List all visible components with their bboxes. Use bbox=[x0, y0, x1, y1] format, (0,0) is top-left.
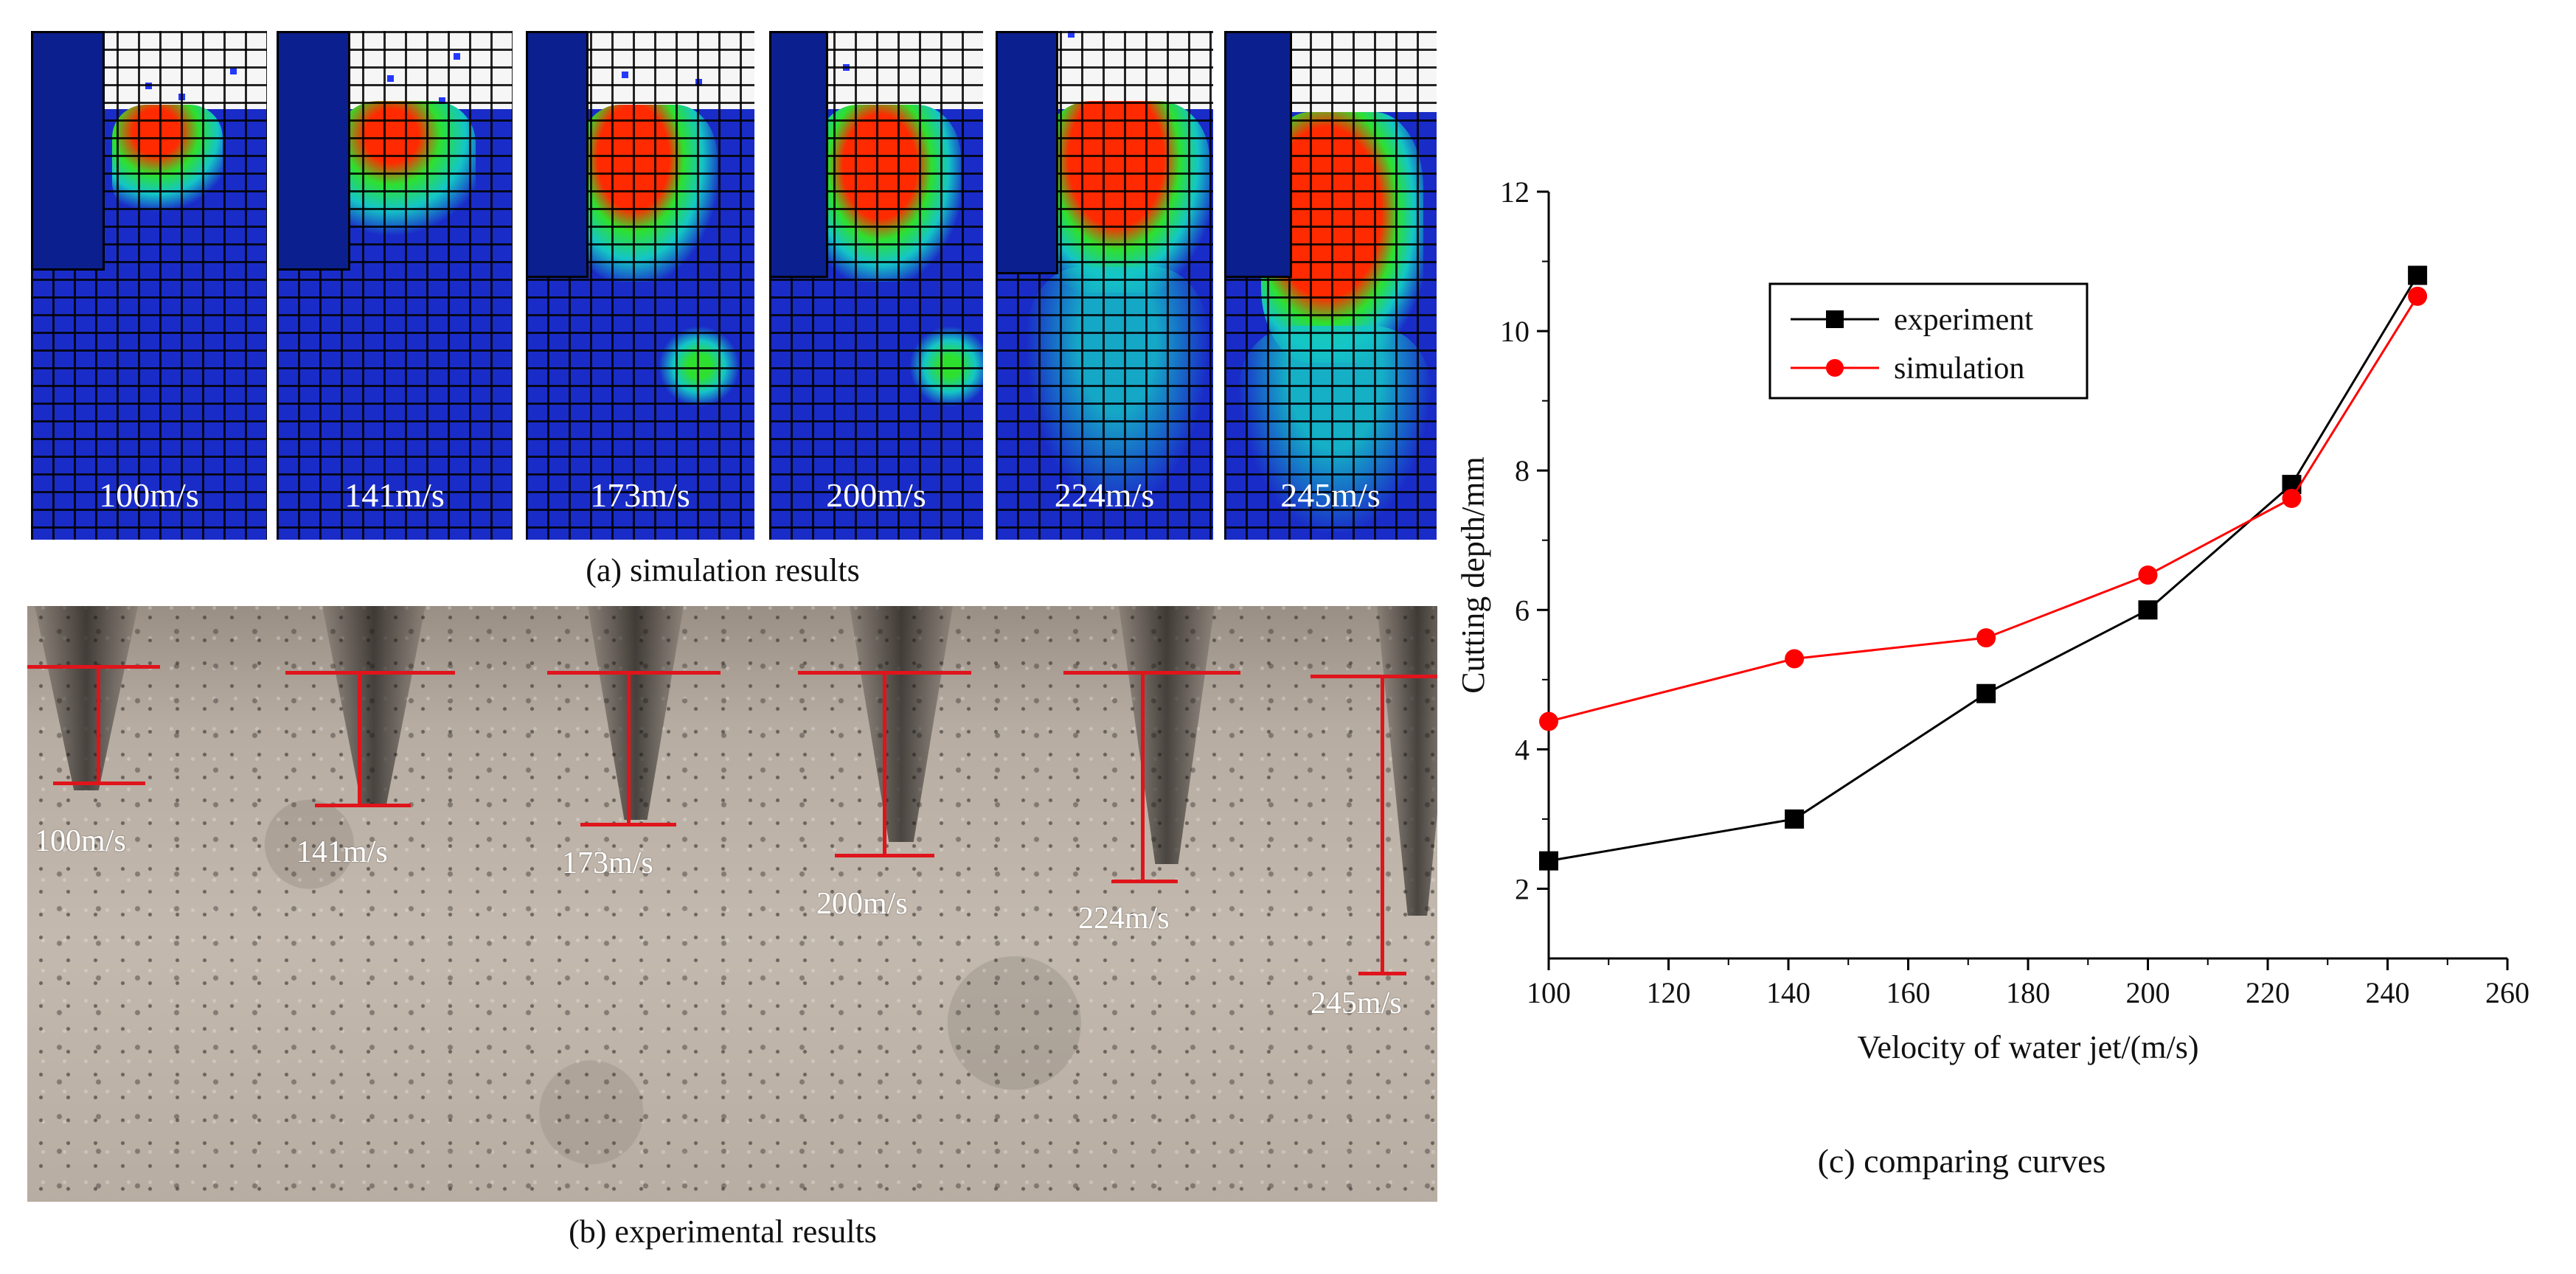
depth-ruler bbox=[835, 854, 934, 857]
sim-label: 245m/s bbox=[1280, 476, 1381, 514]
x-tick-label: 260 bbox=[2485, 976, 2530, 1009]
chart-legend: experiment simulation bbox=[1768, 282, 2089, 400]
photo-label: 173m/s bbox=[562, 846, 653, 880]
photo-label: 141m/s bbox=[296, 835, 388, 869]
sim-label: 200m/s bbox=[826, 476, 926, 514]
legend-label: simulation bbox=[1894, 352, 2024, 386]
depth-ruler bbox=[1063, 671, 1240, 675]
x-tick-label: 100 bbox=[1527, 976, 1571, 1009]
sim-label: 141m/s bbox=[344, 476, 445, 514]
simulation-point bbox=[1976, 628, 1996, 648]
depth-ruler bbox=[1310, 675, 1437, 678]
x-tick-label: 180 bbox=[2006, 976, 2050, 1009]
experiment-point bbox=[1976, 683, 1996, 703]
depth-ruler bbox=[315, 804, 411, 807]
sim-label: 173m/s bbox=[590, 476, 690, 514]
x-tick-label: 240 bbox=[2366, 976, 2410, 1009]
depth-ruler bbox=[547, 671, 721, 675]
sim-frame-245: 245m/s bbox=[1224, 31, 1437, 540]
sim-frame-100: 100m/s bbox=[31, 31, 267, 540]
experiment-point bbox=[2138, 600, 2158, 620]
legend-label: experiment bbox=[1894, 303, 2033, 337]
chart-series bbox=[1539, 265, 2428, 871]
depth-ruler bbox=[358, 671, 361, 805]
photo-label: 245m/s bbox=[1310, 986, 1402, 1020]
photo-label: 100m/s bbox=[35, 824, 126, 858]
x-tick-label: 140 bbox=[1766, 976, 1811, 1009]
y-tick-label: 8 bbox=[1515, 454, 1530, 487]
y-axis-label: Cutting depth/mm bbox=[1455, 456, 1491, 693]
sim-label: 224m/s bbox=[1054, 476, 1155, 514]
sim-frame-224: 224m/s bbox=[996, 31, 1213, 540]
experiment-line bbox=[1548, 274, 2419, 863]
y-tick-label: 2 bbox=[1515, 872, 1530, 905]
comparison-chart: 100 120 140 160 180 200 220 240 260 2 4 6 8 10 12 expe… bbox=[1455, 175, 2530, 1180]
simulation-point bbox=[2282, 489, 2302, 508]
legend-marker bbox=[1826, 359, 1844, 377]
photo-label: 224m/s bbox=[1078, 902, 1170, 936]
depth-ruler bbox=[883, 671, 886, 855]
depth-ruler bbox=[53, 782, 145, 785]
caption-a: (a) simulation results bbox=[586, 552, 860, 588]
sim-frame-173: 173m/s bbox=[526, 31, 754, 540]
experiment-point bbox=[2408, 265, 2428, 285]
x-tick-label: 220 bbox=[2246, 976, 2290, 1009]
x-tick-label: 160 bbox=[1886, 976, 1931, 1009]
y-tick-label: 12 bbox=[1500, 175, 1530, 209]
legend-marker bbox=[1826, 310, 1844, 328]
simulation-line bbox=[1548, 296, 2419, 723]
depth-ruler bbox=[97, 665, 100, 783]
y-tick-label: 10 bbox=[1500, 315, 1530, 348]
chart-axes: 100 120 140 160 180 200 220 240 260 2 4 6 8 10 12 bbox=[1500, 175, 2530, 1009]
sim-frame-200: 200m/s bbox=[769, 31, 983, 540]
x-tick-label: 120 bbox=[1647, 976, 1691, 1009]
y-tick-label: 4 bbox=[1515, 733, 1530, 766]
depth-ruler bbox=[580, 823, 676, 826]
experiment-point bbox=[1785, 809, 1805, 829]
simulation-point bbox=[1539, 711, 1558, 731]
depth-ruler bbox=[285, 671, 455, 675]
sim-label: 100m/s bbox=[99, 476, 199, 514]
depth-ruler bbox=[1358, 972, 1406, 975]
simulation-point bbox=[2138, 565, 2158, 585]
depth-ruler bbox=[27, 665, 160, 669]
depth-ruler bbox=[1141, 671, 1145, 881]
y-tick-label: 6 bbox=[1515, 594, 1530, 627]
simulation-point bbox=[1785, 649, 1805, 669]
caption-b: (b) experimental results bbox=[569, 1214, 877, 1250]
depth-ruler bbox=[627, 671, 631, 824]
experimental-photo: 100m/s 141m/s 173m/s 200m/s 224m/s 245m/… bbox=[27, 606, 1437, 1202]
x-tick-label: 200 bbox=[2126, 976, 2170, 1009]
depth-ruler bbox=[1381, 675, 1384, 973]
depth-ruler bbox=[1111, 880, 1178, 883]
experiment-point bbox=[1539, 851, 1558, 871]
caption-c: (c) comparing curves bbox=[1818, 1142, 2106, 1180]
simulation-point bbox=[2408, 286, 2428, 306]
x-axis-label: Velocity of water jet/(m/s) bbox=[1857, 1029, 2198, 1065]
photo-label: 200m/s bbox=[816, 887, 908, 921]
sim-frame-141: 141m/s bbox=[277, 31, 513, 540]
legend-box bbox=[1768, 282, 2089, 400]
